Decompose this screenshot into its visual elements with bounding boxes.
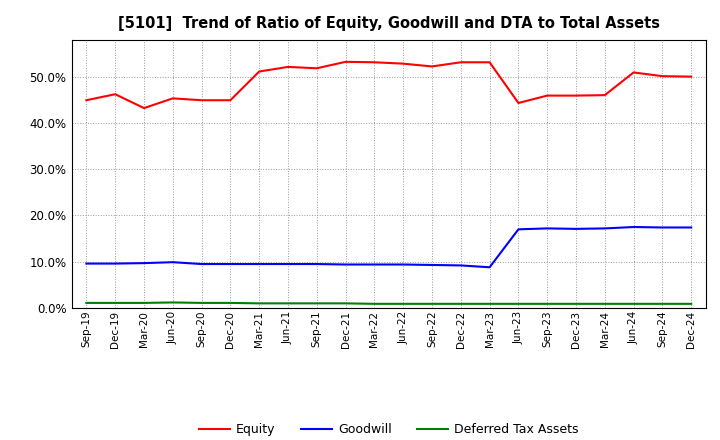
Line: Equity: Equity — [86, 62, 691, 108]
Deferred Tax Assets — [197, 300, 206, 305]
Equity — [312, 66, 321, 71]
Equity — [140, 106, 148, 111]
Legend: Equity, Goodwill, Deferred Tax Assets: Equity, Goodwill, Deferred Tax Assets — [194, 418, 584, 440]
Goodwill — [399, 262, 408, 267]
Equity — [543, 93, 552, 98]
Equity — [687, 74, 696, 79]
Goodwill — [341, 262, 350, 267]
Deferred Tax Assets — [428, 301, 436, 307]
Deferred Tax Assets — [658, 301, 667, 307]
Deferred Tax Assets — [111, 300, 120, 305]
Deferred Tax Assets — [687, 301, 696, 307]
Equity — [82, 98, 91, 103]
Deferred Tax Assets — [255, 301, 264, 306]
Deferred Tax Assets — [284, 301, 292, 306]
Goodwill — [370, 262, 379, 267]
Deferred Tax Assets — [485, 301, 494, 307]
Goodwill — [82, 261, 91, 266]
Equity — [399, 61, 408, 66]
Deferred Tax Assets — [572, 301, 580, 307]
Goodwill — [111, 261, 120, 266]
Goodwill — [456, 263, 465, 268]
Deferred Tax Assets — [399, 301, 408, 307]
Title: [5101]  Trend of Ratio of Equity, Goodwill and DTA to Total Assets: [5101] Trend of Ratio of Equity, Goodwil… — [118, 16, 660, 32]
Equity — [600, 92, 609, 98]
Goodwill — [140, 260, 148, 266]
Deferred Tax Assets — [168, 300, 177, 305]
Equity — [485, 60, 494, 65]
Equity — [456, 60, 465, 65]
Line: Deferred Tax Assets: Deferred Tax Assets — [86, 302, 691, 304]
Equity — [284, 64, 292, 70]
Equity — [255, 69, 264, 74]
Equity — [514, 100, 523, 106]
Deferred Tax Assets — [312, 301, 321, 306]
Deferred Tax Assets — [543, 301, 552, 307]
Deferred Tax Assets — [629, 301, 638, 307]
Equity — [370, 60, 379, 65]
Goodwill — [197, 261, 206, 267]
Equity — [226, 98, 235, 103]
Deferred Tax Assets — [226, 300, 235, 305]
Goodwill — [658, 225, 667, 230]
Goodwill — [485, 264, 494, 270]
Goodwill — [572, 226, 580, 231]
Equity — [197, 98, 206, 103]
Deferred Tax Assets — [456, 301, 465, 307]
Equity — [629, 70, 638, 75]
Equity — [341, 59, 350, 64]
Goodwill — [428, 262, 436, 268]
Goodwill — [312, 261, 321, 267]
Deferred Tax Assets — [514, 301, 523, 307]
Goodwill — [226, 261, 235, 267]
Goodwill — [514, 227, 523, 232]
Deferred Tax Assets — [82, 300, 91, 305]
Equity — [572, 93, 580, 98]
Equity — [168, 96, 177, 101]
Goodwill — [687, 225, 696, 230]
Line: Goodwill: Goodwill — [86, 227, 691, 267]
Goodwill — [255, 261, 264, 267]
Equity — [428, 64, 436, 69]
Deferred Tax Assets — [370, 301, 379, 307]
Goodwill — [543, 226, 552, 231]
Equity — [658, 73, 667, 79]
Deferred Tax Assets — [341, 301, 350, 306]
Goodwill — [600, 226, 609, 231]
Goodwill — [168, 260, 177, 265]
Deferred Tax Assets — [600, 301, 609, 307]
Goodwill — [629, 224, 638, 230]
Deferred Tax Assets — [140, 300, 148, 305]
Equity — [111, 92, 120, 97]
Goodwill — [284, 261, 292, 267]
